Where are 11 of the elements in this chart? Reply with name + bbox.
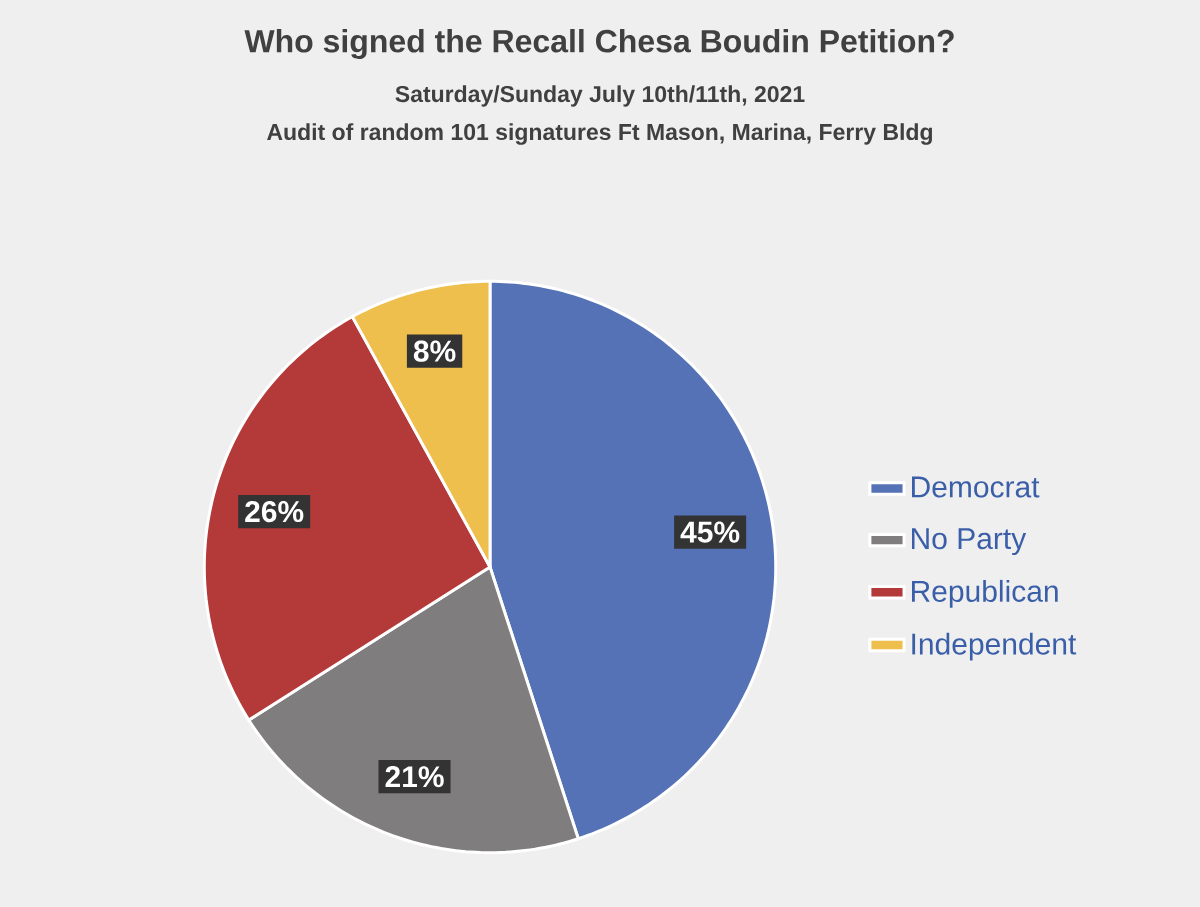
legend-label: Republican bbox=[911, 579, 1058, 608]
legend-label: No Party bbox=[911, 528, 1027, 556]
data-label: 8% bbox=[413, 340, 456, 362]
chart-title: Who signed the Recall Chesa Boudin Petition? bbox=[244, 29, 954, 59]
text: Audit of random 101 signatures Ft Mason, Marina, Ferry Bldg bbox=[267, 123, 932, 145]
legend-label: Independent bbox=[912, 632, 1077, 661]
data-label: 45% bbox=[680, 521, 740, 543]
data-label: 21% bbox=[385, 766, 444, 788]
chart-subtitle: Saturday/Sunday July 10th/11th, 2021 bbox=[395, 85, 805, 107]
data-label: 26% bbox=[245, 500, 304, 523]
legend-label: Democrat bbox=[911, 476, 1040, 498]
